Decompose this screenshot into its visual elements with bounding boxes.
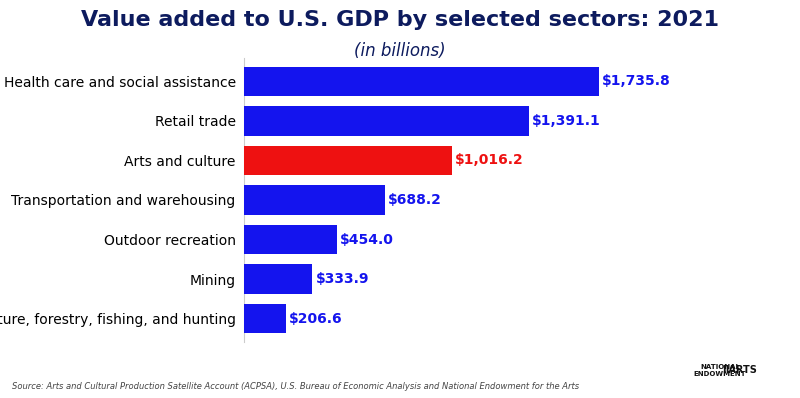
- Bar: [244, 66, 599, 96]
- Text: Value added to U.S. GDP by selected sectors: 2021: Value added to U.S. GDP by selected sect…: [81, 10, 719, 30]
- Bar: [244, 106, 529, 136]
- Text: (in billions): (in billions): [354, 42, 446, 60]
- Text: $333.9: $333.9: [315, 272, 369, 286]
- Bar: [244, 304, 286, 334]
- Text: $1,735.8: $1,735.8: [602, 74, 671, 88]
- Bar: [244, 146, 452, 175]
- Bar: [244, 185, 385, 215]
- Bar: [244, 225, 337, 254]
- Text: $688.2: $688.2: [388, 193, 442, 207]
- Text: Source: Arts and Cultural Production Satellite Account (ACPSA), U.S. Bureau of E: Source: Arts and Cultural Production Sat…: [12, 382, 579, 391]
- Text: $206.6: $206.6: [290, 312, 343, 326]
- Text: $1,391.1: $1,391.1: [532, 114, 601, 128]
- Bar: [244, 264, 312, 294]
- Text: $454.0: $454.0: [340, 232, 394, 246]
- Text: ⅡARTS: ⅡARTS: [722, 365, 758, 375]
- Text: NATIONAL
ENDOWMENT: NATIONAL ENDOWMENT: [694, 364, 746, 377]
- Text: $1,016.2: $1,016.2: [455, 154, 524, 168]
